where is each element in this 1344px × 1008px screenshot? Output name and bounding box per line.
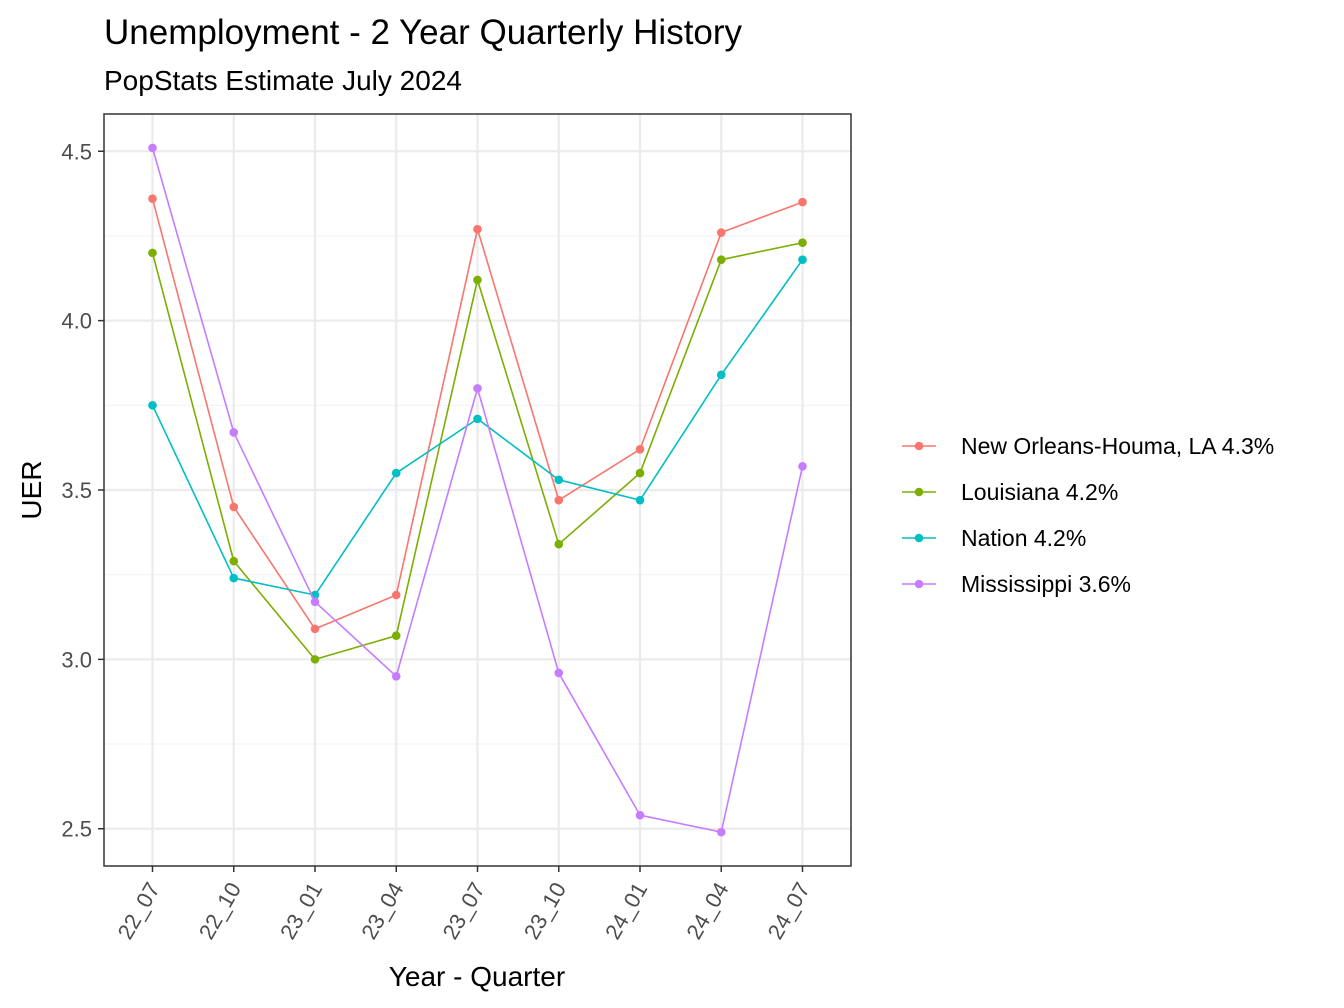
data-point bbox=[148, 401, 157, 410]
series-2 bbox=[148, 255, 807, 600]
legend: New Orleans-Houma, LA 4.3% Louisiana 4.2%… bbox=[902, 433, 1274, 597]
data-point bbox=[473, 414, 482, 424]
data-point bbox=[798, 255, 807, 264]
legend-item: New Orleans-Houma, LA 4.3% bbox=[902, 433, 1274, 459]
data-point bbox=[229, 573, 239, 583]
legend-key-point bbox=[914, 487, 924, 497]
chart-title: Unemployment - 2 Year Quarterly History bbox=[104, 13, 743, 52]
y-tick-label: 4.0 bbox=[61, 309, 92, 334]
series-3 bbox=[148, 143, 807, 837]
data-point bbox=[554, 668, 564, 678]
data-point bbox=[473, 224, 482, 234]
x-axis: 22_07 22_10 23_01 23_04 23_07 23_10 24_01 24_04… bbox=[113, 866, 815, 943]
data-point bbox=[716, 827, 726, 837]
data-point bbox=[473, 275, 482, 285]
y-tick-label: 3.5 bbox=[61, 478, 92, 503]
legend-key-point bbox=[914, 533, 924, 543]
data-point bbox=[716, 255, 726, 264]
data-point bbox=[310, 655, 320, 664]
legend-label: Mississippi 3.6% bbox=[961, 571, 1131, 597]
series-0 bbox=[148, 194, 807, 634]
data-point bbox=[798, 197, 807, 207]
legend-key-point bbox=[914, 579, 924, 589]
data-point bbox=[391, 468, 401, 478]
data-point bbox=[554, 495, 564, 505]
x-axis-title: Year - Quarter bbox=[389, 961, 565, 992]
data-point bbox=[229, 556, 239, 566]
data-point bbox=[716, 370, 726, 380]
data-point bbox=[229, 502, 239, 512]
y-tick-label: 3.0 bbox=[61, 647, 92, 672]
data-point bbox=[635, 445, 645, 454]
legend-label: New Orleans-Houma, LA 4.3% bbox=[961, 433, 1274, 459]
grid bbox=[104, 114, 851, 866]
data-point bbox=[635, 810, 645, 820]
legend-key-point bbox=[914, 441, 924, 451]
data-point bbox=[391, 590, 401, 600]
data-point bbox=[229, 428, 239, 437]
series-layer bbox=[148, 143, 807, 837]
x-tick-label: 22_07 bbox=[113, 878, 165, 943]
legend-item: Louisiana 4.2% bbox=[902, 479, 1118, 505]
x-tick-label: 24_01 bbox=[600, 878, 652, 943]
data-point bbox=[310, 624, 320, 634]
y-tick-label: 4.5 bbox=[61, 139, 92, 164]
legend-label: Louisiana 4.2% bbox=[961, 479, 1118, 505]
x-tick-label: 23_07 bbox=[438, 878, 490, 943]
data-point bbox=[391, 631, 401, 640]
legend-item: Mississippi 3.6% bbox=[902, 571, 1131, 597]
x-tick-label: 24_04 bbox=[681, 878, 733, 943]
x-tick-label: 22_10 bbox=[194, 878, 246, 943]
data-point bbox=[635, 468, 645, 478]
data-point bbox=[798, 461, 807, 471]
y-tick-label: 2.5 bbox=[61, 817, 92, 842]
data-point bbox=[473, 384, 482, 393]
x-tick-label: 23_10 bbox=[519, 878, 571, 943]
data-point bbox=[310, 597, 320, 607]
y-axis: 2.5 3.0 3.5 4.0 4.5 bbox=[61, 139, 104, 842]
legend-item: Nation 4.2% bbox=[902, 525, 1086, 551]
data-point bbox=[716, 228, 726, 237]
x-tick-label: 24_07 bbox=[763, 878, 815, 943]
data-point bbox=[798, 238, 807, 248]
x-tick-label: 23_04 bbox=[356, 878, 408, 943]
y-axis-title: UER bbox=[16, 460, 47, 519]
data-point bbox=[554, 475, 564, 485]
data-point bbox=[148, 143, 157, 153]
data-point bbox=[148, 194, 157, 203]
legend-label: Nation 4.2% bbox=[961, 525, 1086, 551]
chart-subtitle: PopStats Estimate July 2024 bbox=[104, 65, 462, 96]
data-point bbox=[554, 539, 564, 549]
data-point bbox=[148, 248, 157, 258]
data-point bbox=[635, 495, 645, 505]
series-1 bbox=[148, 238, 807, 664]
data-point bbox=[391, 672, 401, 681]
x-tick-label: 23_01 bbox=[275, 878, 327, 943]
